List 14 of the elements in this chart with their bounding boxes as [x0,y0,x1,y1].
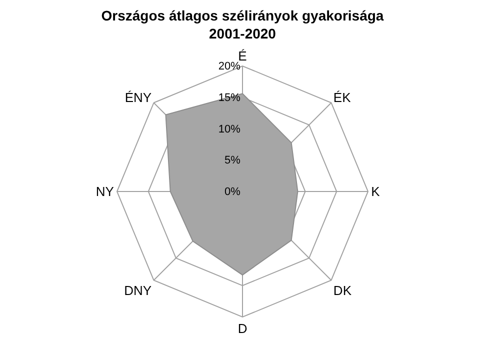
y-tick-label: 15% [218,92,241,104]
spoke-label: D [238,321,248,336]
y-tick-label: 10% [218,123,241,136]
spoke-label: ÉK [333,90,352,105]
y-tick-label: 5% [224,154,241,167]
y-tick-label: 0% [224,186,241,198]
spoke-label: É [238,48,248,64]
spoke-label: K [371,184,380,200]
spoke-label: NY [96,184,114,200]
spoke-label: DK [333,282,352,298]
spoke-label: ÉNY [124,90,152,105]
chart-title: Országos átlagos szélirányok gyakorisága 2001-2020 [101,7,384,42]
y-tick-label: 20% [218,60,241,73]
spoke-label: DNY [124,282,152,298]
